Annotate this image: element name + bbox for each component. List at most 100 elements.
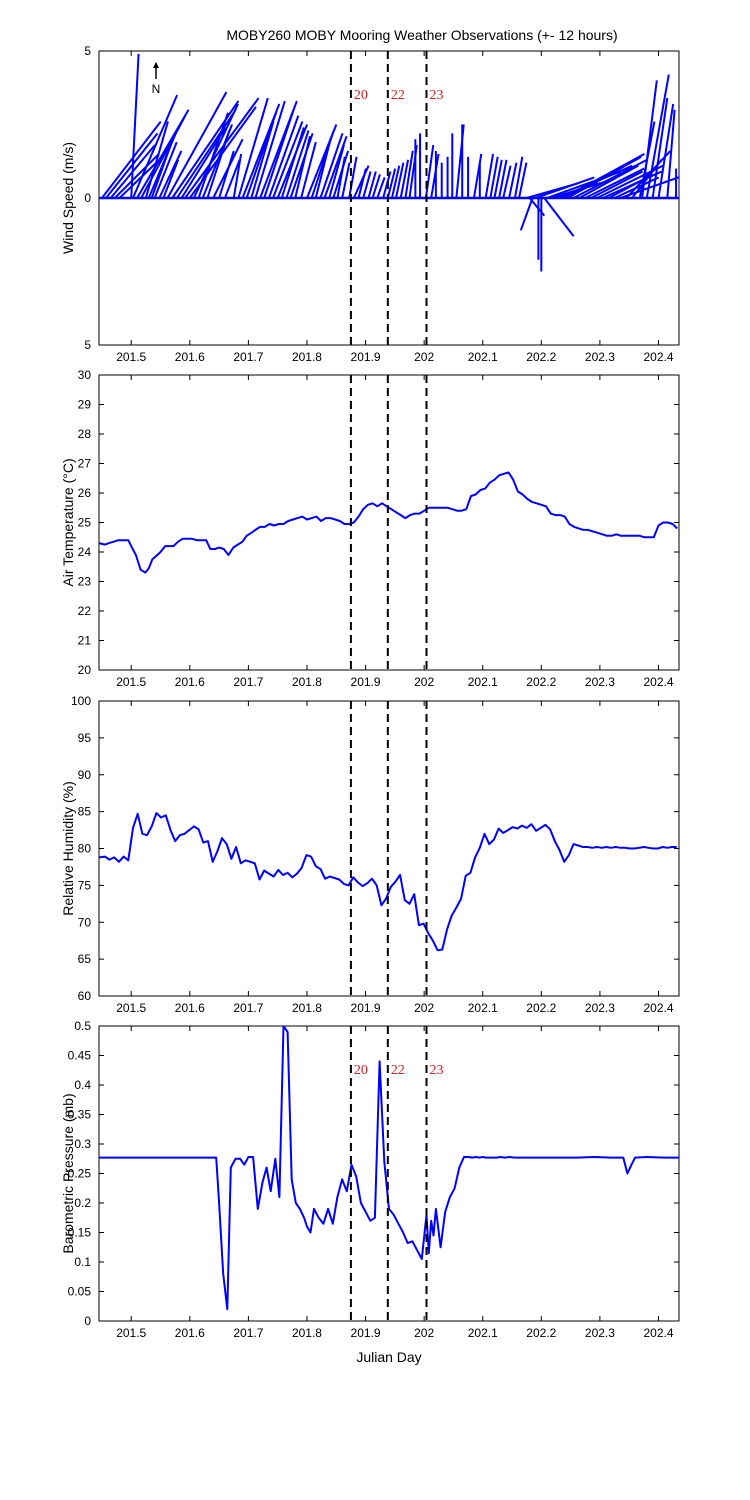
y-tick-label: 60 <box>78 989 92 1003</box>
wind-vector <box>132 94 178 199</box>
wind-vector <box>294 136 311 199</box>
wind-vector <box>118 161 157 199</box>
x-tick-label: 201.8 <box>292 350 322 364</box>
wind-vector <box>518 162 528 199</box>
wind-vector <box>362 171 372 199</box>
y-tick-label: 0 <box>84 191 91 205</box>
wind-vector <box>263 109 295 199</box>
y-tick-label: 26 <box>78 486 92 500</box>
y-tick-label: 85 <box>78 805 92 819</box>
y-tick-label: 80 <box>78 842 92 856</box>
wind-vector <box>105 132 159 199</box>
y-tick-label: 5 <box>84 44 91 58</box>
y-axis-label: Wind Speed (m/s) <box>60 142 76 254</box>
series-group <box>99 471 678 574</box>
wind-vector <box>166 91 228 199</box>
wind-vector <box>625 150 672 199</box>
wind-vector <box>472 153 483 199</box>
wind-vector <box>578 164 639 199</box>
wind-vector <box>535 176 595 199</box>
wind-vector <box>101 120 162 199</box>
wind-vector <box>493 159 503 199</box>
wind-vector <box>232 153 243 199</box>
wind-vector <box>399 159 410 199</box>
wind-vector <box>341 162 351 199</box>
x-tick-label: 201.7 <box>233 1326 263 1340</box>
wind-vector <box>567 155 642 199</box>
x-tick-label: 201.9 <box>351 1001 381 1015</box>
y-tick-label: 23 <box>78 575 92 589</box>
x-tick-label: 202.4 <box>643 1326 673 1340</box>
y-tick-label: 30 <box>78 368 92 382</box>
y-tick-label: 0.5 <box>74 1019 91 1033</box>
x-tick-label: 202.3 <box>585 350 615 364</box>
wind-vector <box>348 156 358 199</box>
y-tick-label: 0 <box>84 1314 91 1328</box>
x-tick-label: 202.2 <box>526 1326 556 1340</box>
wind-vector <box>519 197 534 231</box>
y-tick-label: 65 <box>78 952 92 966</box>
x-tick-label: 202 <box>414 1326 434 1340</box>
event-marker-label: 22 <box>391 88 405 103</box>
wind-vector <box>424 144 435 199</box>
wind-vector <box>657 103 675 199</box>
x-tick-label: 201.9 <box>351 1326 381 1340</box>
wind-vector <box>382 171 392 199</box>
x-tick-label: 201.6 <box>175 1326 205 1340</box>
wind-vector <box>404 150 414 199</box>
plot-frame <box>98 1025 680 1322</box>
wind-vector <box>280 127 305 199</box>
wind-speed-panel: 201.5 201.6 201.7 201.8 201.9 202 202.1 202.2 20… <box>60 44 680 364</box>
air-temperature-panel: 201.5 201.6 201.7 201.8 201.9 202 202.1 202.2 20… <box>60 368 680 689</box>
wind-vector <box>367 171 377 199</box>
series-group <box>99 812 677 952</box>
wind-vector <box>543 197 575 237</box>
wind-vector <box>300 141 317 199</box>
x-tick-label: 202.4 <box>643 1001 673 1015</box>
relative-humidity-panel: 201.5 201.6 201.7 201.8 201.9 202 202.1 202.2 20… <box>60 694 680 1015</box>
x-tick-label: 201.8 <box>292 1001 322 1015</box>
y-axis-label: Barometric Pressure (mb) <box>60 1093 76 1253</box>
series-line <box>99 812 677 952</box>
wind-vector <box>357 168 367 199</box>
y-tick-label: 75 <box>78 878 92 892</box>
wind-vector <box>666 109 676 199</box>
series-line <box>99 471 678 574</box>
y-tick-label: 100 <box>71 694 91 708</box>
wind-vector <box>502 165 512 199</box>
event-marker-label: 20 <box>354 1063 368 1078</box>
x-tick-label: 201.5 <box>116 1326 146 1340</box>
wind-vector <box>641 80 658 199</box>
wind-vector <box>484 153 495 199</box>
y-tick-label: 0.3 <box>74 1137 91 1151</box>
wind-vector <box>171 100 240 199</box>
wind-vector <box>336 156 346 199</box>
x-tick-label: 201.6 <box>175 1001 205 1015</box>
y-tick-label: 24 <box>78 545 92 559</box>
wind-vector <box>285 130 310 199</box>
wind-vector <box>651 97 669 199</box>
wind-vector <box>573 158 648 199</box>
y-tick-label: 20 <box>78 663 92 677</box>
series-line <box>99 1026 679 1311</box>
wind-vector <box>645 74 670 199</box>
barometric-pressure-panel: 201.5 201.6 201.7 201.8 201.9 202 202.1 202.2 20… <box>60 1019 680 1340</box>
y-tick-label: 70 <box>78 915 92 929</box>
wind-vector <box>150 135 175 199</box>
event-marker-label: 23 <box>429 88 443 103</box>
event-marker-label: 23 <box>429 1063 443 1078</box>
wind-vector <box>218 150 235 199</box>
event-marker-label: 22 <box>391 1063 405 1078</box>
plot-frame <box>98 374 680 671</box>
x-tick-label: 201.5 <box>116 350 146 364</box>
wind-vector <box>130 53 140 199</box>
y-tick-label: 25 <box>78 516 92 530</box>
x-tick-label: 202.1 <box>468 350 498 364</box>
x-tick-label: 202.2 <box>526 350 556 364</box>
wind-vector <box>376 177 386 199</box>
x-tick-label: 202.2 <box>526 1001 556 1015</box>
wind-vector <box>395 162 405 199</box>
wind-vector <box>590 170 644 199</box>
x-tick-label: 201.7 <box>233 1001 263 1015</box>
